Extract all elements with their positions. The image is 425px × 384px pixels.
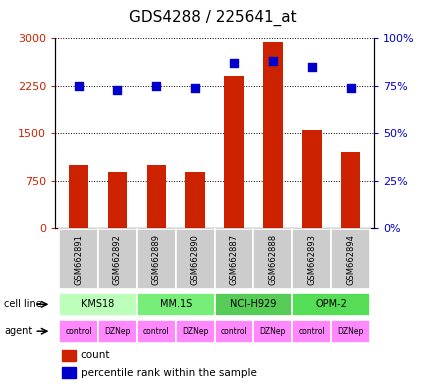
Text: OPM-2: OPM-2 xyxy=(315,299,347,310)
Text: NCI-H929: NCI-H929 xyxy=(230,299,277,310)
Bar xyxy=(147,165,166,228)
FancyBboxPatch shape xyxy=(59,293,137,316)
Point xyxy=(347,85,354,91)
FancyBboxPatch shape xyxy=(176,229,215,289)
Bar xyxy=(341,152,360,228)
Text: KMS18: KMS18 xyxy=(81,299,115,310)
Text: DZNep: DZNep xyxy=(337,327,364,336)
Text: DZNep: DZNep xyxy=(182,327,208,336)
FancyBboxPatch shape xyxy=(331,320,370,343)
Bar xyxy=(62,367,76,379)
Text: GSM662889: GSM662889 xyxy=(152,234,161,285)
FancyBboxPatch shape xyxy=(137,229,176,289)
FancyBboxPatch shape xyxy=(98,320,137,343)
Text: GSM662893: GSM662893 xyxy=(307,234,316,285)
Point xyxy=(309,64,315,70)
FancyBboxPatch shape xyxy=(59,229,98,289)
Text: control: control xyxy=(65,327,92,336)
FancyBboxPatch shape xyxy=(98,229,137,289)
Text: GSM662892: GSM662892 xyxy=(113,234,122,285)
FancyBboxPatch shape xyxy=(215,293,292,316)
Text: GSM662888: GSM662888 xyxy=(269,233,278,285)
Text: DZNep: DZNep xyxy=(260,327,286,336)
Bar xyxy=(224,76,244,228)
Bar xyxy=(62,350,76,361)
Bar xyxy=(108,172,127,228)
FancyBboxPatch shape xyxy=(331,229,370,289)
FancyBboxPatch shape xyxy=(137,293,215,316)
FancyBboxPatch shape xyxy=(292,229,331,289)
Point xyxy=(153,83,160,89)
Point xyxy=(269,58,276,64)
Bar xyxy=(302,130,322,228)
Point xyxy=(231,60,238,66)
Text: agent: agent xyxy=(4,326,32,336)
Bar xyxy=(69,165,88,228)
FancyBboxPatch shape xyxy=(137,320,176,343)
Text: control: control xyxy=(143,327,170,336)
Text: GSM662890: GSM662890 xyxy=(191,234,200,285)
FancyBboxPatch shape xyxy=(253,229,292,289)
FancyBboxPatch shape xyxy=(59,320,98,343)
Bar xyxy=(263,41,283,228)
FancyBboxPatch shape xyxy=(215,320,253,343)
Text: GSM662894: GSM662894 xyxy=(346,234,355,285)
Text: count: count xyxy=(81,350,110,360)
Point xyxy=(75,83,82,89)
Text: GDS4288 / 225641_at: GDS4288 / 225641_at xyxy=(129,10,296,26)
FancyBboxPatch shape xyxy=(215,229,253,289)
Text: cell line: cell line xyxy=(4,299,42,310)
Text: percentile rank within the sample: percentile rank within the sample xyxy=(81,367,257,377)
FancyBboxPatch shape xyxy=(292,293,370,316)
FancyBboxPatch shape xyxy=(253,320,292,343)
Bar xyxy=(185,172,205,228)
Text: GSM662887: GSM662887 xyxy=(230,233,238,285)
Text: control: control xyxy=(298,327,325,336)
Text: control: control xyxy=(221,327,247,336)
Point xyxy=(114,87,121,93)
Text: DZNep: DZNep xyxy=(104,327,130,336)
Text: MM.1S: MM.1S xyxy=(160,299,192,310)
Text: GSM662891: GSM662891 xyxy=(74,234,83,285)
Point xyxy=(192,85,198,91)
FancyBboxPatch shape xyxy=(176,320,215,343)
FancyBboxPatch shape xyxy=(292,320,331,343)
